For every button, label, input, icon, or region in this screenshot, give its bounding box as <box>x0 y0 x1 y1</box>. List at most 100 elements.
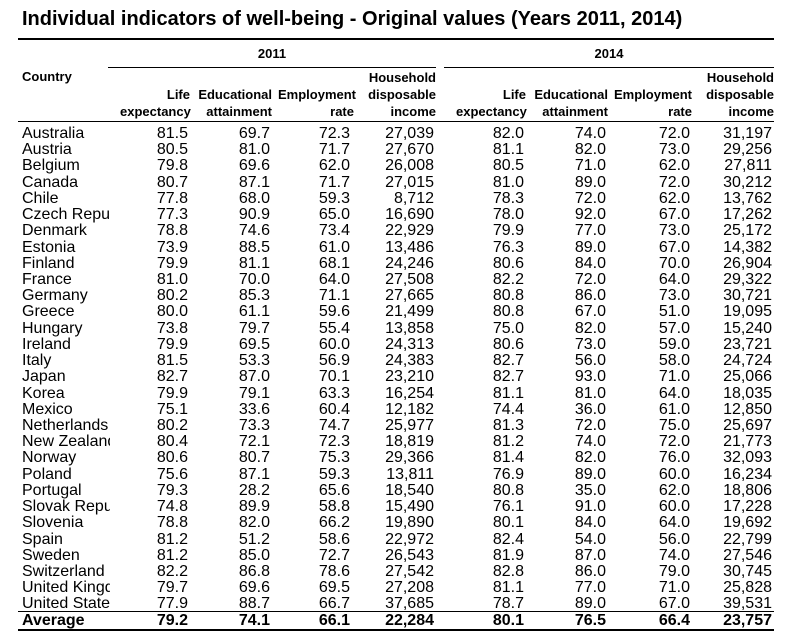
country-cell: Finland <box>22 255 75 272</box>
country-cell: Poland <box>22 466 72 483</box>
edu-2011: 87.1 <box>238 465 270 483</box>
life-exp-2011: 81.0 <box>156 270 188 288</box>
colhead-life-expectancy-2014: Life expectancy <box>456 86 527 120</box>
table-row: United States 77.9 88.7 66.7 37,685 78.7 89.0 6… <box>0 596 792 612</box>
colhead-line: disposable <box>368 87 436 102</box>
country-cell: Sweden <box>22 547 80 564</box>
emp-2014: 72.0 <box>658 125 690 142</box>
country-cell: United Kingdo <box>22 580 110 597</box>
income-2014: 18,806 <box>723 481 772 499</box>
life-exp-2011: 75.1 <box>156 400 188 418</box>
edu-2014: 82.0 <box>574 319 606 337</box>
life-exp-2014: 81.1 <box>492 384 524 402</box>
country-cell: France <box>22 271 72 288</box>
edu-2011: 87.0 <box>238 368 270 386</box>
emp-2011: 66.7 <box>318 595 350 613</box>
life-exp-2014: 74.4 <box>492 400 524 418</box>
life-exp-2014: 78.0 <box>492 206 524 224</box>
emp-2014: 51.0 <box>658 303 690 321</box>
table-row: Germany 80.2 85.3 71.1 27,665 80.8 86.0 73.0 30,… <box>0 288 792 304</box>
life-exp-2014: 80.5 <box>492 157 524 175</box>
edu-2014: 35.0 <box>574 481 606 499</box>
edu-2014: 92.0 <box>574 206 606 224</box>
average-life-exp-2011: 79.2 <box>156 612 188 629</box>
life-exp-2014: 81.1 <box>492 579 524 597</box>
edu-2014: 84.0 <box>574 514 606 532</box>
income-2014: 17,262 <box>723 206 772 224</box>
table-row: Ireland 79.9 69.5 60.0 24,313 80.6 73.0 59.0 23,… <box>0 335 792 353</box>
country-cell: Japan <box>22 369 66 386</box>
edu-2014: 73.0 <box>574 335 606 353</box>
life-exp-2014: 80.8 <box>492 303 524 321</box>
average-rule <box>18 611 774 612</box>
income-2011: 15,490 <box>385 498 434 516</box>
colhead-line: disposable <box>706 87 774 102</box>
life-exp-2014: 80.6 <box>492 254 524 272</box>
income-2011: 24,313 <box>385 335 434 353</box>
country-cell: Spain <box>22 531 63 548</box>
life-exp-2011: 81.5 <box>156 125 188 142</box>
edu-2014: 67.0 <box>574 303 606 321</box>
edu-2014: 74.0 <box>574 433 606 451</box>
income-2011: 27,208 <box>385 579 434 597</box>
emp-2014: 62.0 <box>658 481 690 499</box>
income-2014: 16,234 <box>723 465 772 483</box>
income-2014: 25,828 <box>723 579 772 597</box>
country-cell: Mexico <box>22 401 73 418</box>
life-exp-2014: 81.9 <box>492 546 524 564</box>
income-2014: 27,546 <box>723 546 772 564</box>
life-exp-2014: 75.0 <box>492 319 524 337</box>
emp-2014: 79.0 <box>658 562 690 580</box>
income-2014: 32,093 <box>723 449 772 467</box>
income-2011: 26,008 <box>385 157 434 175</box>
income-2014: 27,811 <box>724 157 772 175</box>
emp-2014: 64.0 <box>658 514 690 532</box>
income-2011: 25,977 <box>385 416 434 434</box>
income-2011: 18,819 <box>385 433 434 451</box>
life-exp-2011: 80.7 <box>156 173 188 191</box>
edu-2011: 85.3 <box>238 287 270 305</box>
table-row: Japan 82.7 87.0 70.1 23,210 82.7 93.0 71.0 25,06… <box>0 369 792 385</box>
colhead-educational-attainment-2014: Educational attainment <box>532 86 608 120</box>
emp-2014: 73.0 <box>658 141 690 159</box>
emp-2014: 64.0 <box>658 270 690 288</box>
colhead-line: attainment <box>542 104 608 119</box>
life-exp-2011: 78.8 <box>156 222 188 240</box>
table-row: Estonia 73.9 88.5 61.0 13,486 76.3 89.0 67.0 14,… <box>0 238 792 256</box>
edu-2011: 70.0 <box>238 270 270 288</box>
colhead-line: Household <box>706 70 774 85</box>
edu-2011: 81.1 <box>238 254 270 272</box>
table-row: Norway 80.6 80.7 75.3 29,366 81.4 82.0 76.0 32,0… <box>0 450 792 466</box>
edu-2011: 82.0 <box>238 514 270 532</box>
life-exp-2014: 82.8 <box>492 562 524 580</box>
edu-2014: 89.0 <box>574 238 606 256</box>
average-life-exp-2014: 80.1 <box>492 612 524 629</box>
table-row: Denmark 78.8 74.6 73.4 22,929 79.9 77.0 73.0 25,… <box>0 223 792 239</box>
table-row: Switzerland 82.2 86.8 78.6 27,542 82.8 86.0 79.… <box>0 562 792 580</box>
emp-2011: 74.7 <box>318 416 350 434</box>
income-2014: 15,240 <box>723 319 772 337</box>
emp-2014: 72.0 <box>658 433 690 451</box>
colhead-line: income <box>390 104 436 119</box>
life-exp-2011: 80.5 <box>156 141 188 159</box>
life-exp-2011: 80.2 <box>156 416 188 434</box>
emp-2014: 67.0 <box>658 206 690 224</box>
edu-2014: 89.0 <box>574 595 606 613</box>
life-exp-2011: 79.9 <box>156 384 188 402</box>
country-cell: Austria <box>22 142 72 159</box>
table-row: Portugal 79.3 28.2 65.6 18,540 80.8 35.0 62.0 18… <box>0 481 792 499</box>
income-2014: 26,904 <box>723 254 772 272</box>
life-exp-2014: 81.0 <box>492 173 524 191</box>
emp-2011: 58.8 <box>318 498 350 516</box>
income-2011: 19,890 <box>385 514 434 532</box>
table-row: Italy 81.5 53.3 56.9 24,383 82.7 56.0 58.0 24,72… <box>0 353 792 369</box>
income-2014: 25,066 <box>723 368 772 386</box>
bottom-rule <box>18 629 774 631</box>
edu-2014: 54.0 <box>574 530 606 548</box>
country-cell: Italy <box>22 353 52 370</box>
emp-2011: 59.3 <box>318 465 350 483</box>
table-row: Australia 81.5 69.7 72.3 27,039 82.0 74.0 72.0 3… <box>0 126 792 142</box>
income-2014: 14,382 <box>723 238 772 256</box>
income-2011: 12,182 <box>385 400 434 418</box>
emp-2014: 67.0 <box>658 595 690 613</box>
